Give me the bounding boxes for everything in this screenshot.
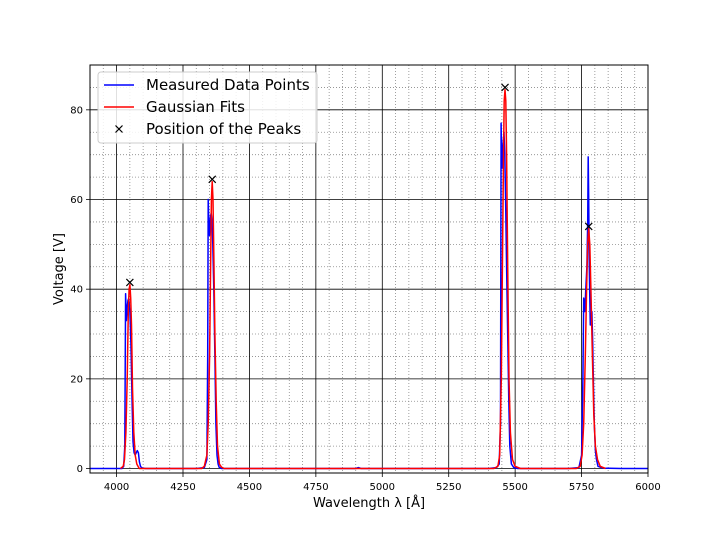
legend-item: Gaussian Fits: [104, 98, 245, 116]
y-tick-label: 60: [70, 195, 83, 206]
x-tick-label: 5750: [569, 482, 594, 493]
y-tick-label: 0: [77, 464, 83, 475]
legend-marker-icon: [115, 125, 123, 133]
x-tick-label: 4750: [303, 482, 328, 493]
legend-label: Gaussian Fits: [146, 98, 245, 116]
legend: Measured Data Points Gaussian Fits Positio…: [97, 71, 318, 144]
x-tick-label: 5250: [436, 482, 461, 493]
axes-frame: [89, 64, 649, 474]
peak-marker-stroke: [125, 278, 134, 287]
legend-item: Measured Data Points: [104, 76, 310, 94]
peak-marker: [501, 83, 509, 92]
x-tick-label: 5000: [370, 482, 395, 493]
peak-marker-stroke: [584, 222, 593, 231]
y-axis-title: Voltage [V]: [52, 233, 67, 305]
peak-marker: [584, 222, 593, 231]
peak-marker: [125, 278, 134, 287]
x-tick-label: 5500: [502, 482, 527, 493]
x-tick-label: 4500: [237, 482, 262, 493]
peak-marker-stroke: [208, 175, 217, 184]
peak-marker: [208, 175, 217, 184]
x-tick-label: 6000: [635, 482, 660, 493]
gaussian-fit-line: [120, 88, 606, 470]
series-layer: [90, 83, 648, 470]
y-tick-label: 80: [70, 105, 83, 116]
axes-border: [89, 64, 649, 474]
y-tick-label: 40: [70, 285, 83, 296]
legend-item: Position of the Peaks: [115, 120, 301, 138]
legend-label: Position of the Peaks: [146, 120, 301, 138]
axis-ticks: 4000 4250 4500 4750 5000 5250 5500 5750 6000 0 20 4…: [70, 105, 660, 493]
x-tick-label: 4250: [170, 482, 195, 493]
y-tick-label: 20: [70, 374, 83, 385]
peak-marker-stroke: [501, 83, 509, 92]
legend-label: Measured Data Points: [146, 76, 310, 94]
x-tick-label: 4000: [104, 482, 129, 493]
legend-box: [97, 71, 318, 144]
x-axis-title: Wavelength λ [Å]: [313, 495, 425, 511]
